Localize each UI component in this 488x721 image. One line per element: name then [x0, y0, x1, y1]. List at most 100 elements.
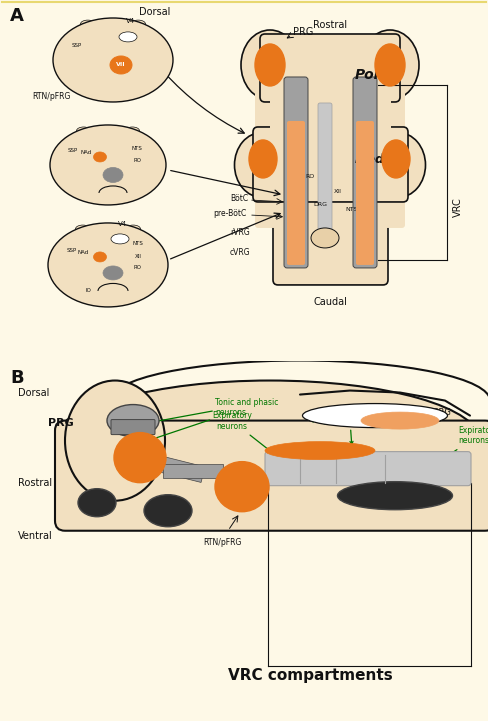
Ellipse shape	[126, 225, 141, 234]
Text: SSP: SSP	[72, 43, 82, 48]
Text: DRG: DRG	[432, 408, 451, 417]
Text: K-F: K-F	[127, 423, 139, 432]
Ellipse shape	[53, 18, 173, 102]
FancyBboxPatch shape	[255, 44, 281, 228]
Ellipse shape	[125, 127, 140, 135]
Ellipse shape	[109, 225, 124, 234]
Text: XII: XII	[135, 254, 142, 259]
Text: RO: RO	[305, 174, 315, 180]
Text: RO: RO	[134, 265, 142, 270]
Text: SO: SO	[161, 505, 176, 516]
FancyBboxPatch shape	[260, 34, 400, 102]
Ellipse shape	[370, 133, 426, 198]
Text: IO: IO	[85, 288, 91, 293]
Text: V4: V4	[126, 18, 136, 25]
FancyArrow shape	[161, 457, 205, 482]
FancyBboxPatch shape	[111, 420, 155, 435]
Text: NTS: NTS	[346, 208, 358, 213]
Text: B: B	[10, 368, 23, 386]
Text: Caudal: Caudal	[313, 297, 347, 307]
Ellipse shape	[110, 56, 132, 74]
Text: RO: RO	[133, 159, 141, 164]
Text: Rostral: Rostral	[18, 478, 52, 487]
Text: V4: V4	[119, 221, 127, 227]
Ellipse shape	[92, 225, 107, 234]
Ellipse shape	[111, 234, 129, 244]
Ellipse shape	[311, 228, 339, 248]
Text: Dorsal: Dorsal	[139, 7, 171, 17]
Text: Pn: Pn	[92, 498, 102, 507]
Text: NAd: NAd	[78, 250, 89, 255]
Text: V: V	[265, 60, 274, 70]
FancyArrow shape	[163, 464, 223, 477]
Ellipse shape	[93, 127, 107, 135]
Ellipse shape	[249, 140, 277, 178]
Ellipse shape	[50, 125, 166, 205]
Text: Ventral: Ventral	[18, 531, 53, 541]
Ellipse shape	[241, 30, 299, 100]
Text: Dorsal: Dorsal	[18, 388, 49, 397]
Ellipse shape	[94, 152, 106, 162]
FancyBboxPatch shape	[270, 82, 391, 143]
Text: Medulla: Medulla	[355, 154, 411, 167]
Ellipse shape	[375, 44, 405, 86]
Ellipse shape	[103, 167, 123, 182]
Text: LRt: LRt	[385, 491, 406, 500]
Text: pre-
BötC: pre- BötC	[310, 459, 325, 470]
Text: Expiratory
neurons: Expiratory neurons	[212, 411, 277, 456]
Ellipse shape	[338, 482, 452, 510]
Ellipse shape	[382, 140, 410, 178]
Ellipse shape	[361, 30, 419, 100]
Text: Inspiratory neurons: Inspiratory neurons	[312, 415, 387, 444]
Text: VII: VII	[116, 63, 126, 68]
Text: PRG: PRG	[293, 27, 313, 37]
Text: Rostral: Rostral	[313, 20, 347, 30]
Text: VRC compartments: VRC compartments	[227, 668, 392, 684]
Text: NAd: NAd	[311, 446, 329, 455]
Text: BötC: BötC	[230, 195, 248, 203]
Ellipse shape	[255, 44, 285, 86]
Text: VRC: VRC	[453, 197, 463, 217]
Text: Caudal: Caudal	[431, 458, 465, 468]
Text: rVRG: rVRG	[230, 229, 250, 237]
Ellipse shape	[103, 266, 123, 280]
Ellipse shape	[78, 489, 116, 517]
Ellipse shape	[131, 20, 146, 29]
FancyBboxPatch shape	[253, 127, 408, 202]
Ellipse shape	[97, 20, 112, 29]
FancyBboxPatch shape	[55, 420, 488, 531]
FancyBboxPatch shape	[265, 451, 471, 486]
Ellipse shape	[144, 495, 192, 527]
Ellipse shape	[215, 461, 269, 512]
Text: XII: XII	[393, 417, 404, 426]
Ellipse shape	[235, 133, 289, 198]
Ellipse shape	[114, 433, 166, 482]
FancyBboxPatch shape	[318, 103, 332, 237]
Ellipse shape	[65, 381, 165, 500]
Text: Tonic and phasic
neurons: Tonic and phasic neurons	[152, 398, 278, 440]
FancyBboxPatch shape	[356, 121, 374, 265]
Ellipse shape	[265, 441, 375, 460]
Text: cVRG: cVRG	[229, 249, 250, 257]
Ellipse shape	[94, 252, 106, 262]
Text: VII: VII	[233, 480, 251, 493]
Text: Expiratory
neurons: Expiratory neurons	[433, 426, 488, 465]
FancyBboxPatch shape	[273, 175, 388, 285]
Text: RTN/pFRG: RTN/pFRG	[32, 92, 70, 102]
Text: NAd: NAd	[81, 151, 92, 156]
Text: XII: XII	[334, 190, 342, 195]
Text: V: V	[134, 450, 146, 465]
FancyBboxPatch shape	[284, 77, 308, 268]
Text: PRG: PRG	[48, 417, 74, 428]
Text: pre-BötC: pre-BötC	[213, 210, 246, 218]
Text: RTN/pFRG: RTN/pFRG	[203, 538, 241, 547]
Text: NTS: NTS	[133, 242, 143, 247]
Text: cVRG: cVRG	[400, 463, 420, 472]
Ellipse shape	[114, 20, 129, 29]
Ellipse shape	[75, 225, 90, 234]
Text: AP: AP	[321, 236, 329, 242]
Ellipse shape	[77, 127, 91, 135]
Ellipse shape	[109, 127, 123, 135]
Ellipse shape	[107, 404, 159, 437]
Text: VII: VII	[256, 154, 270, 164]
